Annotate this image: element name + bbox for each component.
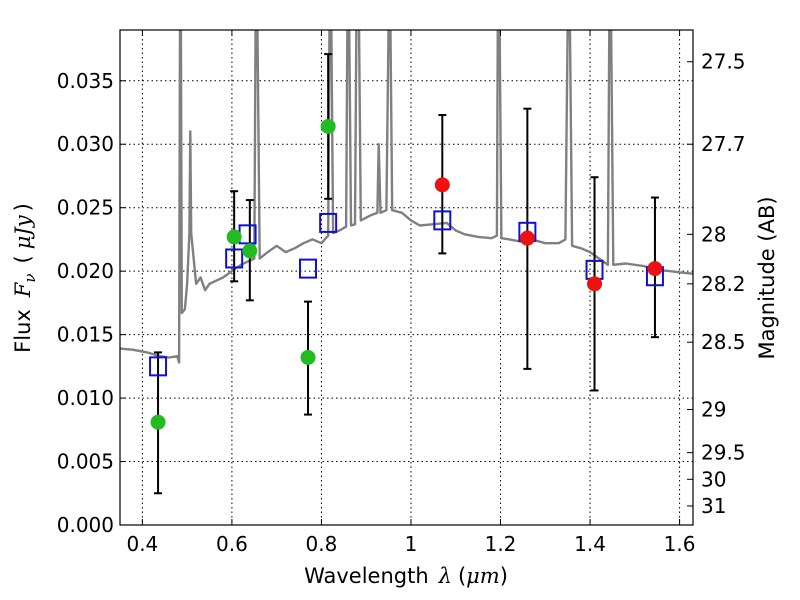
y-axis-title: FluxFν(μJy): [11, 203, 39, 353]
y2-tick-label: 30: [701, 467, 726, 491]
observed-point-marker: [434, 177, 450, 193]
observed-point-marker: [150, 414, 166, 430]
observed-point-marker: [300, 349, 316, 365]
x-tick-label: 1.2: [485, 532, 517, 556]
ticks: 0.4 0.6 0.8 1 1.2 1.4 1.6 0.000 0.005 0.010 0.015 0…: [57, 30, 746, 556]
y2-tick-label: 28.5: [701, 330, 746, 354]
y-tick-label: 0.025: [57, 196, 114, 220]
model-square-marker: [149, 356, 168, 377]
y2-tick-label: 29: [701, 398, 726, 422]
x-tick-label: 1.4: [574, 532, 606, 556]
y2-tick-label: 28: [701, 222, 726, 246]
model-square-marker: [238, 224, 257, 245]
x-axis-title: Wavelength λ (μm): [304, 564, 508, 588]
y-tick-label: 0.005: [57, 450, 114, 474]
y-tick-label: 0.000: [57, 513, 114, 537]
y-tick-label: 0.020: [57, 259, 114, 283]
plot-frame: [119, 29, 694, 526]
x-tick-label: 0.6: [216, 532, 248, 556]
observed-point-marker: [519, 230, 535, 246]
x-tick-label: 0.4: [126, 532, 158, 556]
model-square-marker: [433, 210, 452, 231]
x-tick-label: 1: [405, 532, 418, 556]
y-tick-label: 0.030: [57, 132, 114, 156]
y2-tick-label: 27.7: [701, 132, 746, 156]
y-tick-label: 0.015: [57, 323, 114, 347]
observed-point-marker: [242, 243, 258, 259]
y-tick-label: 0.010: [57, 386, 114, 410]
y-tick-label: 0.035: [57, 69, 114, 93]
observed-point-marker: [320, 118, 336, 134]
observed-point-marker: [647, 261, 663, 277]
spectrum-line: [120, 30, 693, 364]
y2-tick-label: 29.5: [701, 441, 746, 465]
x-tick-label: 1.6: [664, 532, 696, 556]
spectrum-layer: [120, 30, 693, 364]
observed-point-marker: [226, 229, 242, 245]
model-square-marker: [299, 258, 318, 279]
model-square-marker: [225, 248, 244, 269]
y2-tick-label: 27.5: [701, 50, 746, 74]
observed-markers: [150, 118, 663, 430]
y2-tick-label: 28.2: [701, 272, 746, 296]
y2-axis-title: Magnitude (AB): [755, 196, 779, 359]
grid: [120, 30, 693, 526]
x-tick-label: 0.8: [306, 532, 338, 556]
y2-tick-label: 31: [701, 494, 726, 518]
model-square-marker: [319, 212, 338, 233]
observed-point-marker: [587, 276, 603, 292]
